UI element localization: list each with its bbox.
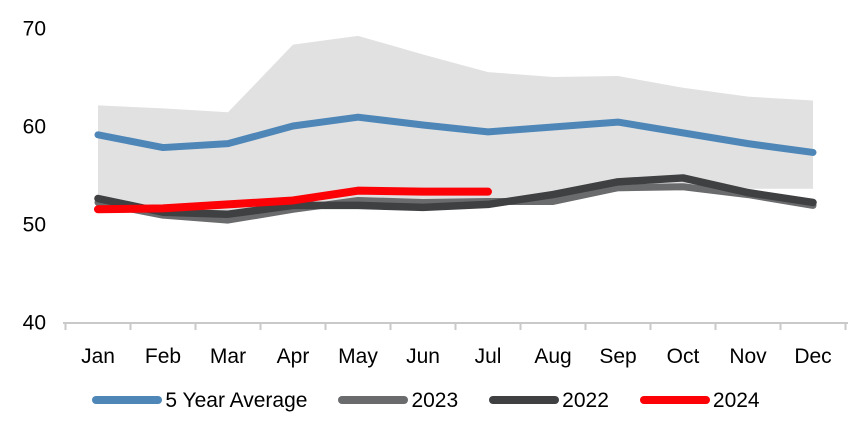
x-tick-label-apr: Apr — [277, 345, 310, 368]
series-2022-line — [94, 174, 817, 218]
legend-swatch-2023-icon — [338, 396, 409, 404]
legend-label-2023: 2023 — [411, 388, 459, 412]
legend-item-5-year-average: 5 Year Average — [92, 390, 307, 411]
y-tick-label-40: 40 — [23, 312, 46, 335]
plot-svg: Jan Feb Mar Apr May Jun Jul Aug Sep Oct Nov Dec 40 50… — [23, 18, 848, 368]
x-tick-label-mar: Mar — [210, 345, 246, 368]
x-tick-label-jul: Jul — [475, 345, 502, 368]
series-2024-line — [94, 186, 492, 214]
legend-item-2024: 2024 — [639, 388, 760, 412]
series-2023-line — [94, 183, 817, 224]
legend: 5 Year Average 2023 2022 2024 — [0, 385, 852, 415]
legend-label-5-year-average: 5 Year Average — [165, 388, 308, 412]
legend-label-2024: 2024 — [712, 388, 760, 412]
y-tick-label-70: 70 — [23, 18, 46, 41]
x-tick-label-jun: Jun — [406, 345, 440, 368]
legend-swatch-5-year-average-icon — [92, 396, 163, 404]
x-tick-label-oct: Oct — [667, 345, 700, 368]
legend-item-2022: 2022 — [489, 390, 609, 411]
legend-swatch-2022-icon — [489, 396, 560, 404]
x-tick-label-dec: Dec — [794, 345, 831, 368]
x-tick-label-sep: Sep — [599, 345, 636, 368]
x-tick-label-may: May — [338, 345, 378, 368]
legend-item-2023: 2023 — [338, 390, 458, 411]
legend-label-2022: 2022 — [562, 388, 609, 412]
y-tick-label-50: 50 — [23, 214, 46, 237]
y-tick-label-60: 60 — [23, 116, 46, 139]
x-tick-label-jan: Jan — [81, 345, 115, 368]
x-tick-label-aug: Aug — [534, 345, 571, 368]
x-tick-label-nov: Nov — [729, 345, 767, 368]
legend-swatch-2024-icon — [639, 396, 710, 404]
5-year-range-band — [98, 35, 813, 213]
x-tick-label-feb: Feb — [145, 345, 181, 368]
series-5-year-average-line — [94, 113, 817, 156]
